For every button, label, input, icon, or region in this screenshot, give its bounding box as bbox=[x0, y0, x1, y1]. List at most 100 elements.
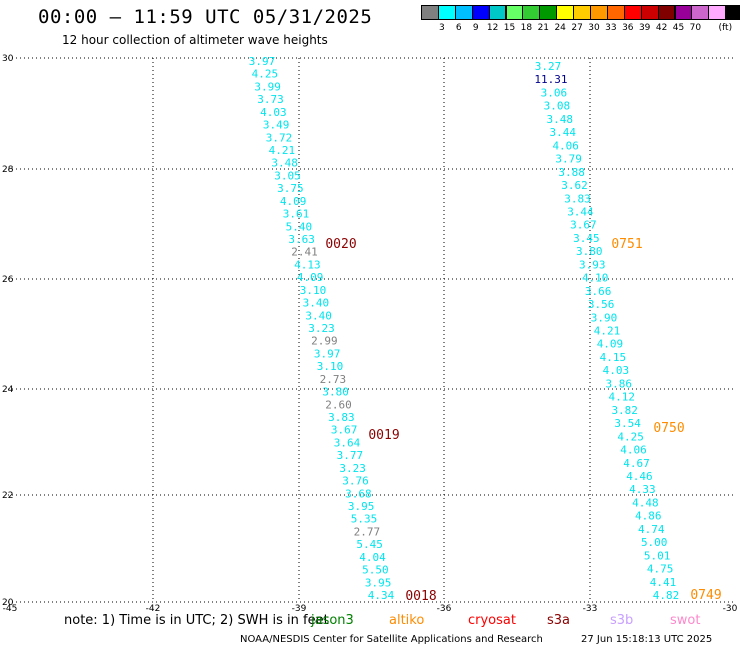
wave-height-value: 3.45 bbox=[573, 232, 600, 245]
pass-number-label: 0749 bbox=[690, 588, 721, 603]
wave-height-value: 4.09 bbox=[597, 338, 624, 351]
wave-height-value: 3.40 bbox=[305, 309, 332, 322]
wave-height-value: 4.67 bbox=[623, 457, 650, 470]
colorbar-label: 15 bbox=[503, 23, 516, 33]
wave-height-value: 2.41 bbox=[291, 246, 318, 259]
wave-height-value: 4.25 bbox=[617, 430, 644, 443]
latitude-tick-label: 26 bbox=[2, 275, 14, 285]
pass-number-label: 0020 bbox=[325, 237, 356, 252]
colorbar-unit: (ft) bbox=[718, 23, 733, 33]
wave-height-value: 3.77 bbox=[337, 449, 364, 462]
wave-height-value: 4.03 bbox=[260, 106, 287, 119]
wave-height-value: 5.35 bbox=[351, 513, 378, 526]
wave-height-value: 3.49 bbox=[263, 119, 290, 132]
longitude-tick-label: -33 bbox=[583, 604, 598, 614]
wave-height-value: 4.10 bbox=[582, 272, 609, 285]
wave-height-value: 4.21 bbox=[269, 144, 296, 157]
wave-height-value: 5.01 bbox=[644, 549, 671, 562]
colorbar-label: 39 bbox=[638, 23, 651, 33]
wave-height-value: 4.86 bbox=[635, 510, 662, 523]
wave-height-value: 3.62 bbox=[561, 179, 588, 192]
wave-height-value: 3.40 bbox=[303, 297, 330, 310]
wave-height-value: 4.25 bbox=[252, 68, 279, 81]
wave-height-value: 4.33 bbox=[629, 483, 656, 496]
colorbar-swatch bbox=[725, 5, 740, 20]
wave-height-value: 3.05 bbox=[274, 169, 301, 182]
wave-height-value: 2.73 bbox=[320, 373, 347, 386]
wave-height-value: 3.76 bbox=[342, 475, 369, 488]
colorbar-label: 30 bbox=[588, 23, 600, 33]
colorbar-label: 24 bbox=[554, 23, 566, 33]
pass-number-label: 0750 bbox=[653, 421, 684, 436]
colorbar-label: 12 bbox=[486, 23, 499, 33]
footnote: note: 1) Time is in UTC; 2) SWH is in fe… bbox=[64, 613, 329, 628]
colorbar-label: 27 bbox=[571, 23, 583, 33]
pass-number-label: 0018 bbox=[405, 589, 436, 604]
wave-height-value: 3.97 bbox=[314, 347, 341, 360]
wave-height-value: 4.75 bbox=[647, 563, 674, 576]
wave-height-value: 4.21 bbox=[594, 325, 621, 338]
wave-height-value: 3.83 bbox=[328, 411, 355, 424]
longitude-tick-label: -39 bbox=[292, 604, 307, 614]
wave-height-value: 3.10 bbox=[317, 360, 344, 373]
wave-height-value: 3.44 bbox=[550, 126, 577, 139]
wave-height-value: 4.09 bbox=[297, 271, 324, 284]
wave-height-value: 4.09 bbox=[280, 195, 307, 208]
wave-height-value: 5.40 bbox=[286, 220, 313, 233]
wave-height-value: 2.77 bbox=[354, 525, 381, 538]
latitude-tick-label: 22 bbox=[2, 491, 13, 501]
wave-height-value: 3.79 bbox=[555, 153, 582, 166]
wave-height-value: 3.61 bbox=[283, 208, 310, 221]
wave-height-value: 3.83 bbox=[564, 192, 591, 205]
chart-subtitle: 12 hour collection of altimeter wave hei… bbox=[62, 33, 328, 47]
wave-height-value: 4.48 bbox=[632, 496, 659, 509]
colorbar-label: 42 bbox=[655, 23, 668, 33]
latitude-tick-label: 28 bbox=[2, 165, 14, 175]
wave-height-value: 3.66 bbox=[585, 285, 612, 298]
wave-height-value: 3.95 bbox=[348, 500, 375, 513]
wave-height-value: 3.67 bbox=[570, 219, 597, 232]
colorbar-label: 21 bbox=[537, 23, 550, 33]
longitude-tick-label: -30 bbox=[723, 604, 738, 614]
colorbar-label: 70 bbox=[689, 23, 702, 33]
legend-item-cryosat: cryosat bbox=[468, 613, 516, 628]
wave-height-value: 4.06 bbox=[552, 139, 579, 152]
wave-height-value: 5.45 bbox=[356, 538, 383, 551]
wave-height-value: 3.99 bbox=[254, 80, 281, 93]
wave-height-value: 3.72 bbox=[266, 131, 293, 144]
legend-item-jason3: jason3 bbox=[311, 613, 354, 628]
pass-number-label: 0019 bbox=[368, 428, 399, 443]
wave-height-value: 4.12 bbox=[609, 391, 636, 404]
wave-height-value: 3.23 bbox=[339, 462, 366, 475]
wave-height-value: 4.04 bbox=[359, 551, 386, 564]
wave-height-value: 4.82 bbox=[653, 589, 680, 602]
wave-height-value: 3.68 bbox=[345, 487, 372, 500]
wave-height-value: 3.93 bbox=[579, 258, 606, 271]
credit-line: NOAA/NESDIS Center for Satellite Applica… bbox=[240, 634, 543, 645]
wave-height-value: 3.48 bbox=[271, 157, 298, 170]
wave-height-value: 3.06 bbox=[541, 86, 568, 99]
wave-height-value: 3.75 bbox=[277, 182, 304, 195]
colorbar-label: 33 bbox=[605, 23, 617, 33]
longitude-tick-label: -42 bbox=[146, 604, 161, 614]
legend-item-swot: swot bbox=[670, 613, 701, 628]
wave-height-value: 5.00 bbox=[641, 536, 668, 549]
colorbar-label: 3 bbox=[439, 23, 445, 33]
legend-item-s3a: s3a bbox=[547, 613, 571, 628]
longitude-tick-label: -36 bbox=[437, 604, 452, 614]
colorbar-label: 6 bbox=[455, 23, 462, 33]
wave-height-value: 3.64 bbox=[334, 436, 361, 449]
wave-height-value: 4.15 bbox=[600, 351, 627, 364]
wave-height-value: 3.48 bbox=[547, 113, 574, 126]
wave-height-value: 3.90 bbox=[591, 311, 618, 324]
colorbar-label: 36 bbox=[622, 23, 634, 33]
wave-height-value: 3.23 bbox=[308, 322, 335, 335]
chart-title: 00:00 – 11:59 UTC 05/31/2025 bbox=[38, 6, 373, 28]
generation-timestamp: 27 Jun 15:18:13 UTC 2025 bbox=[581, 634, 713, 645]
wave-height-value: 3.97 bbox=[249, 55, 276, 68]
wave-height-value: 3.27 bbox=[535, 60, 562, 73]
wave-height-value: 4.06 bbox=[620, 444, 647, 457]
colorbar-label: 9 bbox=[472, 23, 479, 33]
wave-height-value: 3.80 bbox=[322, 386, 349, 399]
